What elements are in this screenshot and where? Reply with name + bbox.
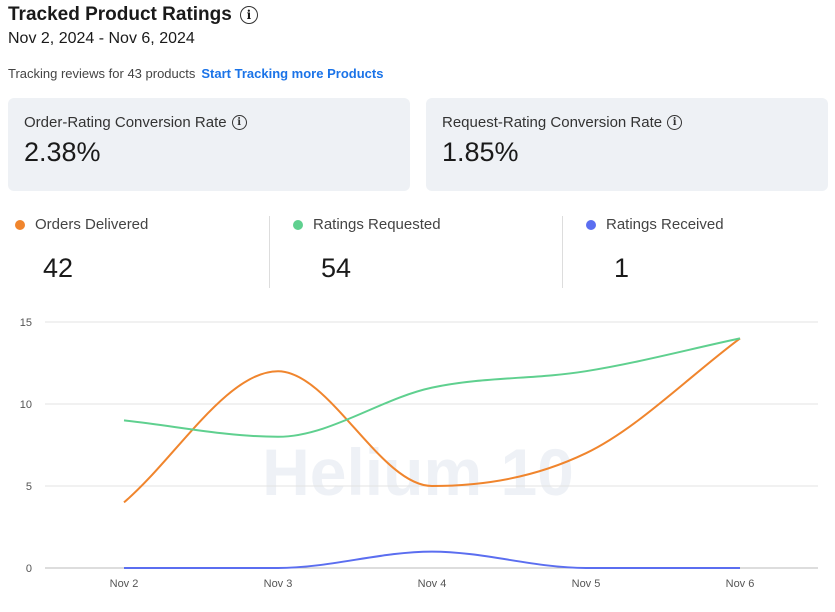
- page-title: Tracked Product Ratings i: [8, 4, 258, 26]
- x-tick-label: Nov 6: [726, 578, 755, 590]
- x-tick-label: Nov 2: [110, 578, 139, 590]
- watermark: Helium 10: [262, 435, 574, 509]
- tracking-info: Tracking reviews for 43 products Start Tr…: [8, 66, 384, 81]
- legend-dot: [586, 219, 596, 230]
- x-tick-label: Nov 4: [418, 578, 447, 590]
- stat-orders-delivered[interactable]: Orders Delivered 42: [15, 216, 148, 288]
- start-tracking-link[interactable]: Start Tracking more Products: [201, 66, 384, 81]
- y-tick-label: 10: [20, 399, 32, 411]
- info-icon[interactable]: i: [667, 115, 683, 130]
- series-line-ratings-requested: [123, 337, 741, 438]
- request-rating-value: 1.85%: [442, 137, 519, 167]
- line-chart: Helium 10 0 5 10 15 Nov 2 Nov 3 Nov 4 Nov 5 Nov …: [20, 317, 818, 590]
- stat-ratings-received[interactable]: Ratings Received 1: [586, 216, 724, 288]
- info-icon[interactable]: i: [231, 115, 247, 130]
- divider: [269, 216, 270, 288]
- y-tick-label: 0: [26, 563, 32, 575]
- order-rating-card: Order-Rating Conversion Rate i 2.38%: [8, 98, 410, 191]
- info-icon[interactable]: i: [239, 6, 258, 24]
- y-tick-label: 15: [20, 317, 32, 329]
- divider: [562, 216, 563, 288]
- y-tick-label: 5: [26, 481, 32, 493]
- legend-dot: [293, 219, 303, 230]
- order-rating-value: 2.38%: [24, 137, 101, 167]
- x-tick-label: Nov 3: [264, 578, 293, 590]
- legend-dot: [15, 219, 25, 230]
- series-line-ratings-received: [124, 550, 740, 569]
- x-tick-label: Nov 5: [572, 578, 601, 590]
- date-range: Nov 2, 2024 - Nov 6, 2024: [8, 30, 195, 47]
- request-rating-card: Request-Rating Conversion Rate i 1.85%: [426, 98, 828, 191]
- series-line-orders-delivered: [123, 337, 741, 504]
- stat-ratings-requested[interactable]: Ratings Requested 54: [293, 216, 441, 288]
